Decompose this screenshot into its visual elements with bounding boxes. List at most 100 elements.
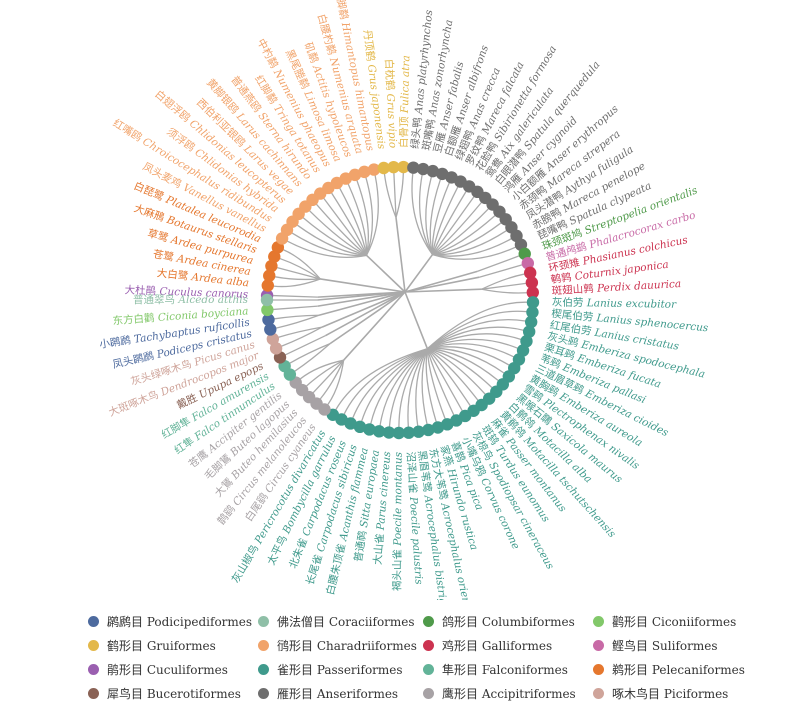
legend-item-bucerotiformes: 犀鸟目 Bucerotiformes: [88, 685, 241, 702]
tree-branch: [306, 359, 344, 387]
legend-label: 鹈形目 Pelecaniformes: [612, 663, 745, 677]
tree-branch: [283, 249, 321, 280]
species-chinese-name: 大麻鳽: [132, 202, 169, 226]
leaf-node: [422, 423, 435, 437]
legend-label: 鹤形目 Gruiformes: [107, 639, 216, 653]
legend-item-passeriformes: 雀形目 Passeriformes: [258, 661, 403, 678]
tree-branch: [343, 291, 406, 361]
legend-label: 雁形目 Anseriformes: [277, 687, 399, 701]
legend-label: 犀鸟目 Bucerotiformes: [107, 687, 241, 701]
species-chinese-name: 凤头䴙䴘: [111, 348, 158, 371]
legend-item-cuculiformes: 鹃形目 Cuculiformes: [88, 661, 228, 678]
leaf-node: [407, 161, 420, 174]
leaf-node: [363, 423, 376, 436]
tree-branch: [312, 359, 345, 394]
species-scientific-name: Alcedo atthis: [177, 294, 248, 306]
species-chinese-name: 草鹭: [146, 228, 173, 246]
tree-branch: [273, 294, 318, 298]
species-chinese-name: 北朱雀: [286, 533, 311, 570]
tree-branch: [427, 343, 514, 358]
tree-branch: [425, 176, 434, 255]
leaf-node: [387, 160, 400, 174]
legend-item-pelecaniformes: 鹈形目 Pelecaniformes: [593, 661, 745, 678]
tree-leaves: [260, 160, 540, 440]
leaf-node: [526, 296, 540, 309]
tree-branch: [383, 173, 397, 218]
tree-branch: [315, 203, 367, 256]
species-chinese-name: 普通䴓: [351, 526, 369, 562]
species-chinese-name: 红嘴鸥: [111, 116, 147, 145]
leaf-node: [353, 420, 367, 434]
tree-branch: [361, 348, 428, 422]
tree-branch: [309, 210, 367, 256]
species-chinese-name: 黑翅长脚鹬: [328, 0, 352, 24]
tree-branch: [426, 348, 471, 407]
species-scientific-name: Poecile palustris: [407, 496, 425, 586]
tree-branch: [370, 348, 428, 424]
tree-branch: [427, 348, 479, 401]
species-chinese-name: 沼泽山雀: [404, 451, 420, 497]
species-chinese-name: 长尾雀: [303, 550, 326, 587]
tree-branch: [431, 186, 459, 255]
tree-branch: [279, 257, 321, 280]
tree-branch: [318, 291, 406, 317]
tree-branch: [329, 291, 406, 345]
tree-branch: [426, 301, 527, 350]
tree-branch: [431, 191, 467, 255]
tree-branch: [426, 318, 526, 350]
legend-swatch: [88, 688, 99, 699]
legend-label: 鹃形目 Cuculiformes: [107, 663, 228, 677]
tree-branch: [281, 326, 323, 347]
tree-branch: [325, 291, 406, 337]
tree-branch: [365, 254, 406, 293]
tree-branch: [404, 254, 434, 293]
legend-swatch: [423, 616, 434, 627]
leaf-node: [377, 161, 390, 175]
tree-branch: [320, 278, 406, 293]
legend-swatch: [258, 616, 269, 627]
leaf-node: [263, 269, 276, 282]
tree-branch: [426, 348, 463, 412]
tree-branch: [273, 278, 321, 288]
legend-label: 鹳形目 Ciconiiformes: [612, 615, 737, 629]
tree-branch: [404, 291, 429, 349]
tree-branch: [347, 183, 368, 256]
tree-branch: [429, 179, 442, 255]
tree-branch: [407, 348, 428, 427]
species-chinese-name: 丹顶鹤: [361, 29, 378, 65]
tree-branch: [302, 217, 367, 256]
leaf-node: [367, 163, 381, 176]
legend-swatch: [258, 640, 269, 651]
tree-branch: [289, 343, 331, 364]
species-chinese-name: 白翅浮鸥: [152, 88, 195, 127]
species-chinese-name: 白腰杓鹬: [315, 12, 340, 59]
leaf-node: [526, 286, 539, 299]
tree-branch: [432, 202, 482, 256]
tree-branch: [285, 335, 326, 356]
leaf-node: [525, 276, 539, 289]
species-chinese-name: 褐头山雀: [390, 546, 403, 591]
leaf-node: [348, 168, 362, 182]
tree-branch: [427, 347, 505, 374]
tree-branch: [273, 305, 318, 311]
tree-branch: [343, 348, 428, 415]
tree-branch: [425, 348, 437, 422]
legend-item-coraciiformes: 佛法僧目 Coraciiformes: [258, 613, 415, 630]
species-label: 大杜鹃 Cuculus canorus: [124, 283, 249, 300]
legend-label: 鸽形目 Columbiformes: [442, 615, 575, 629]
leaf-node: [382, 426, 396, 439]
species-chinese-name: 白骨顶: [397, 113, 411, 148]
tree-branch: [421, 348, 428, 425]
tree-branch: [426, 310, 527, 350]
legend-item-piciformes: 啄木鸟目 Piciformes: [593, 685, 728, 702]
species-chinese-name: 斑嘴鸭: [420, 115, 439, 152]
tree-branch: [321, 291, 406, 328]
leaf-node: [521, 257, 535, 270]
tree-branch: [395, 173, 404, 218]
legend-label: 䴙䴘目 Podicipediformes: [107, 615, 253, 629]
tree-branch: [479, 264, 523, 278]
tree-branch: [432, 238, 512, 257]
legend-swatch: [423, 688, 434, 699]
leaf-node: [262, 313, 275, 326]
